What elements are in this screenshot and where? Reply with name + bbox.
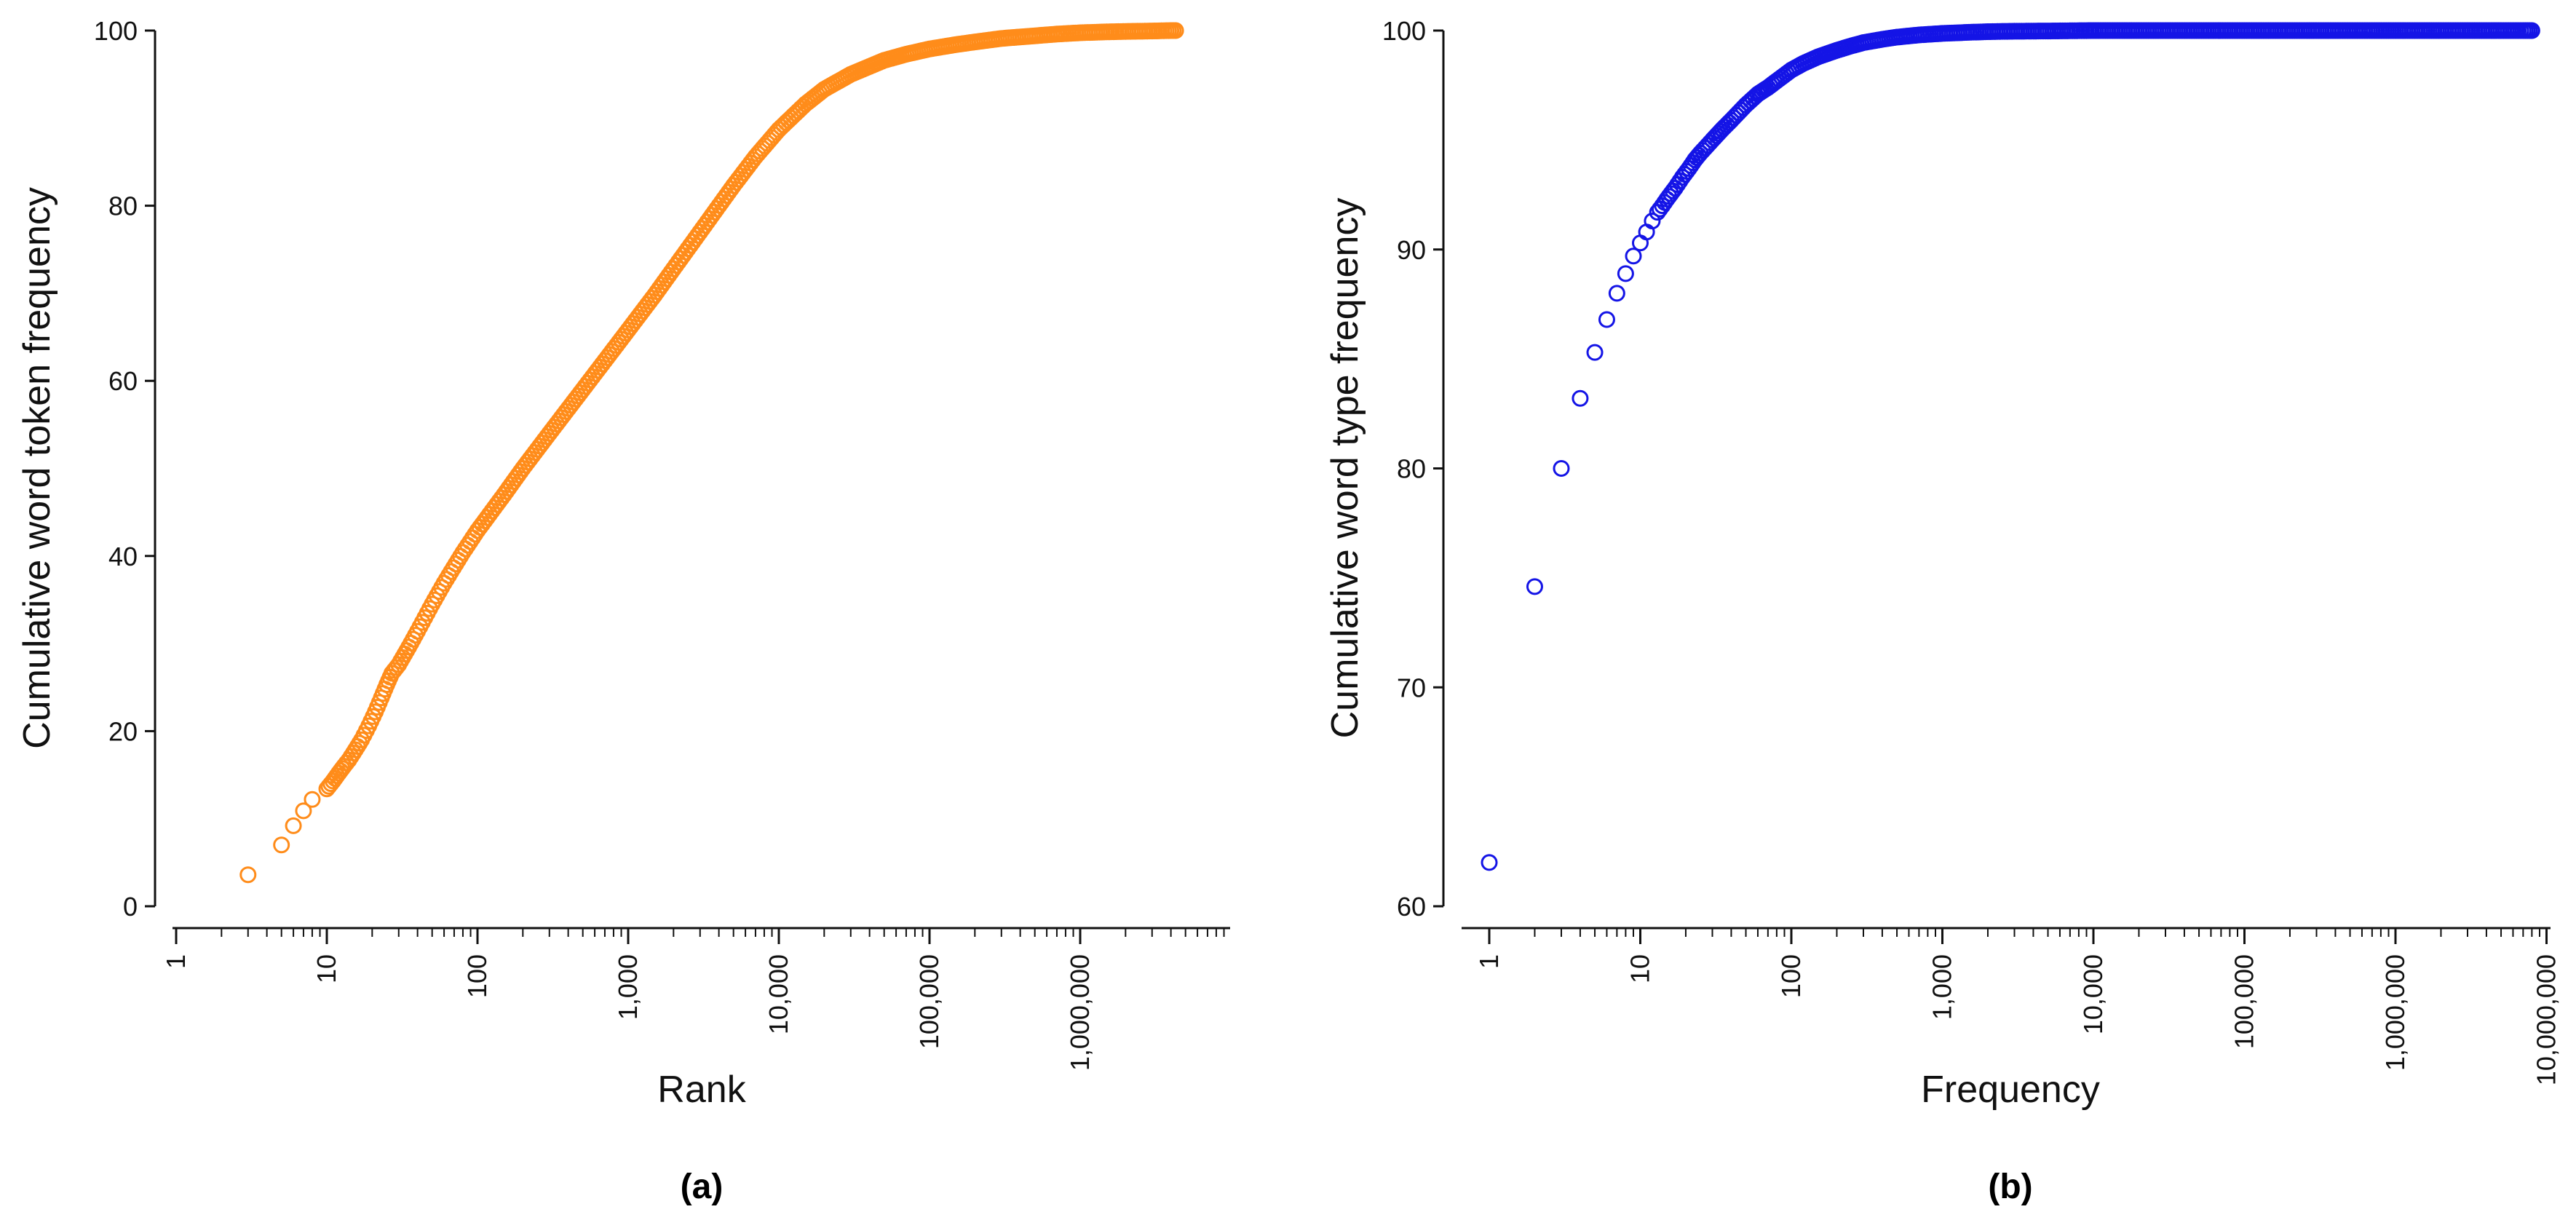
data-point <box>433 579 451 596</box>
panel-b-label: (b) <box>1988 1168 2032 1206</box>
x-tick-label: 100 <box>1776 954 1806 998</box>
y-tick-label: 80 <box>1397 454 1426 484</box>
panel-b-x-axis-title: Frequency <box>1921 1069 2100 1111</box>
y-tick-label: 60 <box>1397 892 1426 922</box>
data-point <box>285 817 302 834</box>
data-point <box>2521 22 2538 39</box>
x-tick-label: 10 <box>312 954 341 983</box>
y-tick-label: 70 <box>1397 673 1426 702</box>
x-tick-label: 1 <box>1474 954 1504 969</box>
x-tick-label: 1,000,000 <box>2380 954 2410 1071</box>
x-tick-label: 1,000,000 <box>1065 954 1095 1071</box>
data-point <box>1526 578 1543 595</box>
data-point <box>1572 389 1589 407</box>
data-point <box>1160 22 1177 39</box>
x-tick-label: 100,000 <box>2230 954 2259 1049</box>
data-point <box>421 600 438 617</box>
x-tick-label: 10 <box>1625 954 1655 983</box>
x-tick-label: 10,000,000 <box>2532 954 2561 1085</box>
data-point <box>1553 460 1570 477</box>
panel-a-x-ticks: 1 10 100 1,000 10,000 100,000 1,000,000 <box>161 928 1225 1071</box>
data-point <box>1729 104 1747 122</box>
x-tick-label: 100,000 <box>914 954 944 1049</box>
y-tick-label: 80 <box>108 191 138 221</box>
panel-a-label: (a) <box>681 1168 724 1206</box>
y-tick-label: 20 <box>108 716 138 746</box>
data-point <box>273 836 290 854</box>
x-tick-label: 100 <box>462 954 492 998</box>
panel-a-token-frequency-chart: 0 20 40 60 80 100 1 10 100 1,000 10,000 100,000 1,0… <box>16 16 1230 1206</box>
y-tick-label: 100 <box>94 16 138 46</box>
data-point <box>1598 311 1615 328</box>
data-point <box>1481 854 1498 871</box>
data-point <box>1625 247 1642 265</box>
data-point <box>1708 127 1725 144</box>
data-point <box>1632 234 1649 252</box>
x-tick-label: 1,000 <box>1927 954 1957 1020</box>
data-point <box>1716 118 1733 135</box>
y-tick-label: 40 <box>108 542 138 571</box>
panel-a-points <box>239 22 1184 884</box>
data-point <box>1586 344 1604 361</box>
data-point <box>407 627 424 644</box>
panel-b-y-ticks: 60 70 80 90 100 <box>1382 16 1443 922</box>
data-point <box>357 722 375 740</box>
x-tick-label: 1,000 <box>613 954 643 1020</box>
data-point <box>295 802 312 820</box>
data-point <box>1617 265 1634 282</box>
panel-a-x-axis-title: Rank <box>657 1069 746 1111</box>
data-point <box>2512 22 2529 39</box>
data-point <box>1608 285 1625 302</box>
panel-b-y-axis-title: Cumulative word type frequency <box>1324 198 1366 739</box>
data-point <box>351 734 368 752</box>
data-point <box>304 791 321 808</box>
panel-a-y-axis-title: Cumulative word token frequency <box>16 187 58 749</box>
data-point <box>2444 22 2462 39</box>
y-tick-label: 100 <box>1382 16 1426 46</box>
x-tick-label: 10,000 <box>764 954 793 1034</box>
data-point <box>1165 22 1182 39</box>
y-tick-label: 90 <box>1397 235 1426 265</box>
data-point <box>1644 213 1661 230</box>
data-point <box>763 129 780 146</box>
data-point <box>1697 139 1714 157</box>
panel-a-y-ticks: 0 20 40 60 80 100 <box>94 16 155 922</box>
data-point <box>790 103 807 120</box>
data-point <box>365 708 382 725</box>
panel-b-x-ticks: 1 10 100 1,000 10,000 100,000 1,000,000 10,000,… <box>1474 928 2561 1085</box>
y-tick-label: 60 <box>108 366 138 396</box>
data-point <box>239 866 257 884</box>
panel-b-points <box>1481 22 2540 871</box>
x-tick-label: 10,000 <box>2078 954 2108 1034</box>
x-tick-label: 1 <box>161 954 191 969</box>
y-tick-label: 0 <box>123 892 138 922</box>
